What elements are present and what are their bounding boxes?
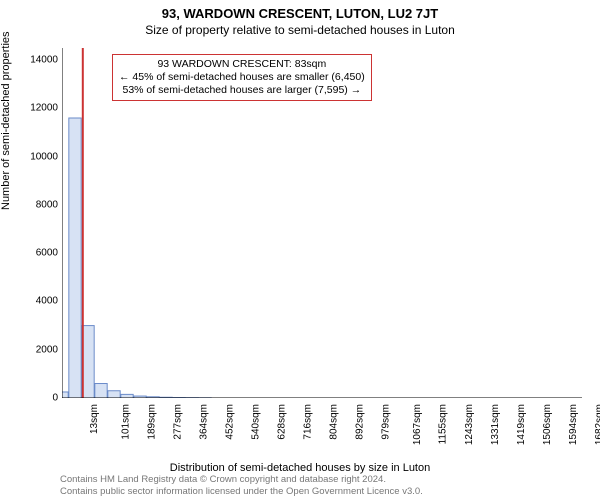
y-tick-label: 0 <box>52 393 58 404</box>
chart-container: 93, WARDOWN CRESCENT, LUTON, LU2 7JT Siz… <box>0 0 600 500</box>
x-tick-label: 628sqm <box>277 404 288 440</box>
x-tick-label: 1682sqm <box>594 404 600 445</box>
x-tick-label: 452sqm <box>225 404 236 440</box>
x-tick-label: 13sqm <box>89 404 100 434</box>
x-tick-label: 364sqm <box>199 404 210 440</box>
x-tick-label: 1067sqm <box>412 404 423 445</box>
x-tick-label: 101sqm <box>121 404 132 440</box>
y-tick-label: 8000 <box>36 199 58 210</box>
attribution-line-1: Contains HM Land Registry data © Crown c… <box>60 474 423 486</box>
chart-area: 93 WARDOWN CRESCENT: 83sqm ← 45% of semi… <box>62 48 582 398</box>
info-callout: 93 WARDOWN CRESCENT: 83sqm ← 45% of semi… <box>112 54 372 101</box>
page-title: 93, WARDOWN CRESCENT, LUTON, LU2 7JT <box>0 0 600 21</box>
y-tick-label: 6000 <box>36 248 58 259</box>
info-line-2: ← 45% of semi-detached houses are smalle… <box>119 71 365 84</box>
x-tick-label: 1419sqm <box>516 404 527 445</box>
y-axis-label: Number of semi-detached properties <box>0 31 12 210</box>
x-tick-label: 277sqm <box>173 404 184 440</box>
x-tick-label: 540sqm <box>251 404 262 440</box>
x-tick-label: 804sqm <box>329 404 340 440</box>
y-tick-label: 2000 <box>36 344 58 355</box>
info-line-3: 53% of semi-detached houses are larger (… <box>119 84 365 97</box>
x-tick-label: 979sqm <box>381 404 392 440</box>
x-tick-label: 892sqm <box>355 404 366 440</box>
y-tick-label: 14000 <box>30 55 58 66</box>
x-tick-label: 1594sqm <box>568 404 579 445</box>
x-axis-label: Distribution of semi-detached houses by … <box>0 462 600 474</box>
y-tick-label: 12000 <box>30 103 58 114</box>
x-tick-label: 1506sqm <box>542 404 553 445</box>
x-tick-label: 716sqm <box>303 404 314 440</box>
attribution: Contains HM Land Registry data © Crown c… <box>60 474 423 498</box>
x-tick-label: 1331sqm <box>490 404 501 445</box>
x-tick-label: 189sqm <box>147 404 158 440</box>
y-tick-label: 10000 <box>30 151 58 162</box>
attribution-line-2: Contains public sector information licen… <box>60 486 423 498</box>
info-line-1: 93 WARDOWN CRESCENT: 83sqm <box>119 58 365 71</box>
page-subtitle: Size of property relative to semi-detach… <box>0 21 600 37</box>
x-tick-label: 1243sqm <box>464 404 475 445</box>
x-tick-label: 1155sqm <box>437 404 448 444</box>
y-tick-label: 4000 <box>36 296 58 307</box>
